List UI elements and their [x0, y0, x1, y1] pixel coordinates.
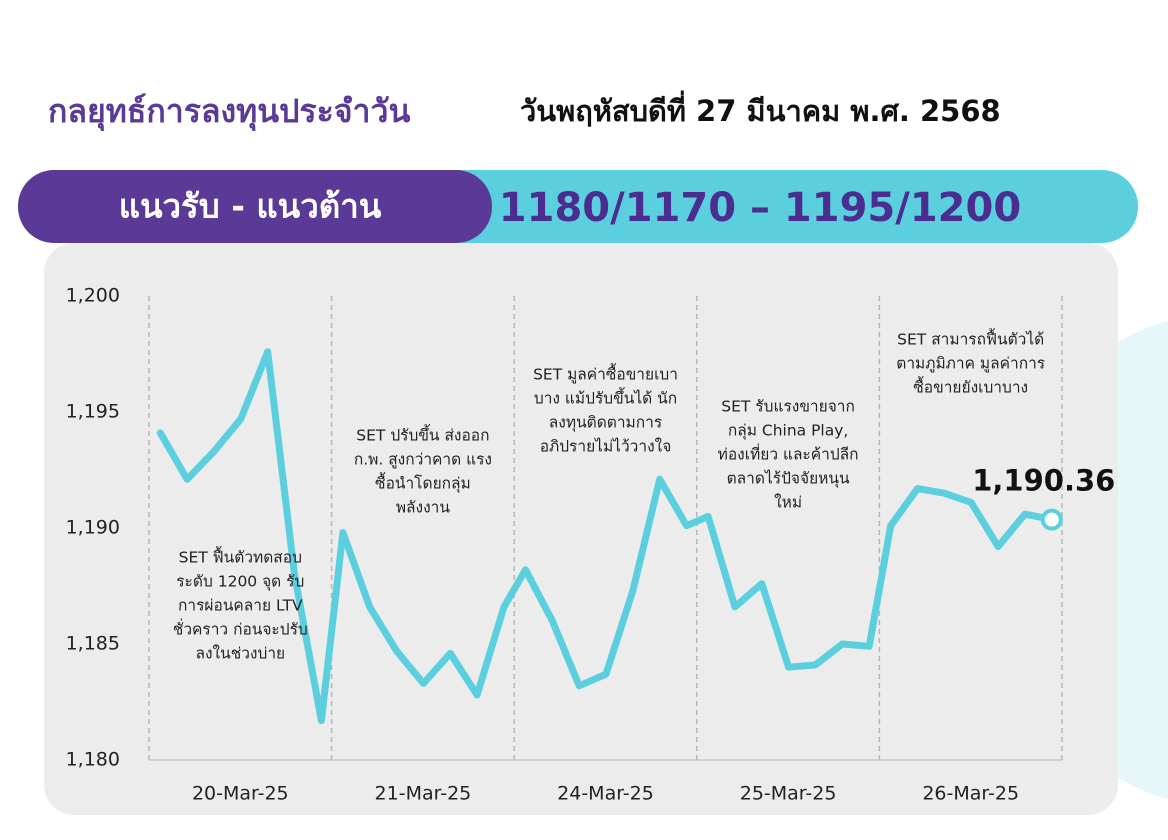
x-tick-label: 21-Mar-25 — [375, 783, 472, 805]
annotation-line: การผ่อนคลาย LTV — [178, 597, 303, 615]
plot: 1,180 1,185 1,190 1,195 1,200 20-Mar-25 21-Mar… — [66, 285, 1116, 805]
value-label: 1,190.36 — [972, 464, 1115, 498]
annotation-line: ลงในช่วงบ่าย — [195, 645, 285, 663]
y-tick-label: 1,200 — [66, 285, 120, 307]
annotation-line: อภิปรายไม่ไว้วางใจ — [540, 438, 672, 456]
annotation-line: SET ปรับขึ้น ส่งออก — [356, 424, 489, 445]
page-title: กลยุทธ์การลงทุนประจำวัน — [48, 92, 410, 132]
annotation-line: ตามภูมิภาค มูลค่าการ — [896, 355, 1045, 374]
annotation-line: ตลาดไร้ปัจจัยหนุน — [727, 470, 850, 489]
annotation-line: ท่องเที่ยว และค้าปลีก — [718, 444, 859, 464]
y-tick-label: 1,180 — [66, 749, 120, 771]
annotation-line: ลงทุนติดตามการ — [549, 414, 662, 433]
annotation-line: ระดับ 1200 จุด รับ — [176, 573, 304, 592]
annotation-line: ซื้อขายยังเบาบาง — [913, 376, 1028, 397]
annotation-line: บาง แม้ปรับขึ้นได้ นัก — [534, 387, 677, 408]
annotation-line: SET รับแรงขายจาก — [721, 398, 855, 416]
annotation-line: ชั่วคราว ก่อนจะปรับ — [173, 619, 308, 639]
y-tick-label: 1,185 — [66, 633, 120, 655]
y-tick-label: 1,195 — [66, 401, 120, 423]
x-tick-label: 25-Mar-25 — [740, 783, 837, 805]
annotation-line: SET ฟื้นตัวทดสอบ — [179, 546, 302, 567]
annotation-line: พลังงาน — [396, 499, 451, 517]
banner-label: แนวรับ - แนวต้าน — [119, 187, 382, 226]
annotation-line: ใหม่ — [774, 494, 802, 512]
last-point — [1040, 508, 1063, 531]
annotation-line: SET มูลค่าซื้อขายเบา — [533, 363, 678, 385]
y-tick-label: 1,190 — [66, 517, 120, 539]
annotation-line: SET สามารถฟื้นตัวได้ — [897, 328, 1044, 349]
chart-panel — [44, 243, 1118, 815]
banner-levels: 1180/1170 – 1195/1200 — [499, 185, 1021, 231]
page-date: วันพฤหัสบดีที่ 27 มีนาคม พ.ศ. 2568 — [520, 90, 1001, 128]
banner-label-bg — [18, 170, 492, 243]
annotation-line: ก.พ. สูงกว่าคาด แรง — [354, 451, 492, 470]
price-line — [156, 348, 1056, 725]
annotation-line: กลุ่ม China Play, — [728, 422, 848, 441]
x-tick-label: 20-Mar-25 — [192, 783, 289, 805]
annotation-line: ซื้อนำโดยกลุ่ม — [375, 472, 471, 494]
x-tick-label: 24-Mar-25 — [557, 783, 654, 805]
x-tick-label: 26-Mar-25 — [922, 783, 1019, 805]
